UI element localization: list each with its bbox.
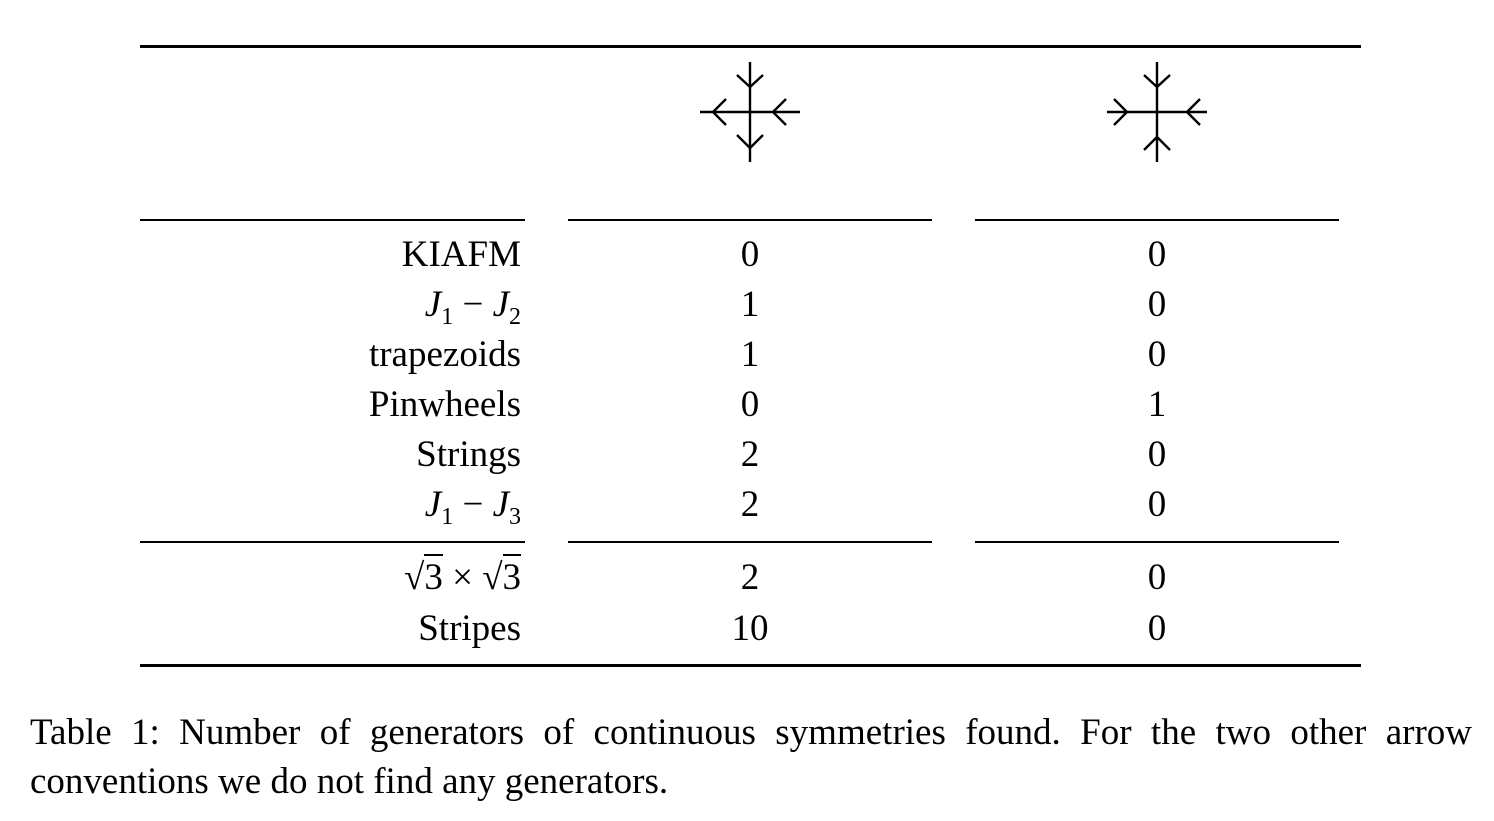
cell-value: 0 [740,234,760,275]
cell-value: 0 [1147,234,1167,275]
header-rule-col1 [568,219,932,221]
top-rule [140,45,1361,48]
arrow-cross-converging-icon [1107,62,1207,162]
row-label: trapezoids [368,334,521,375]
cell-value: 1 [1147,384,1167,425]
cell-value: 0 [740,384,760,425]
mid-rule-col2 [975,541,1339,543]
cell-value: 0 [1147,608,1167,649]
cell-value: 10 [731,608,769,649]
row-label: √3 × √3 [404,554,521,600]
mid-rule-label [140,541,525,543]
header-rule-label [140,219,525,221]
cell-value: 2 [740,557,760,598]
row-label: Stripes [418,608,521,649]
row-label: J1 − J2 [424,284,521,330]
table-caption: Table 1: Number of generators of continu… [30,712,1472,802]
cell-value: 0 [1147,434,1167,475]
cell-value: 2 [740,434,760,475]
arrow-cross-left-left-down-down-icon [700,62,800,162]
bottom-rule [140,664,1361,667]
cell-value: 0 [1147,484,1167,525]
cell-value: 1 [740,334,760,375]
cell-value: 2 [740,484,760,525]
mid-rule-col1 [568,541,932,543]
header-rule-col2 [975,219,1339,221]
cell-value: 0 [1147,334,1167,375]
cell-value: 1 [740,284,760,325]
row-label: Pinwheels [368,384,521,425]
cell-value: 0 [1147,284,1167,325]
cell-value: 0 [1147,557,1167,598]
row-label: KIAFM [401,234,521,275]
row-label: J1 − J3 [424,484,521,530]
row-label: Strings [416,434,521,475]
